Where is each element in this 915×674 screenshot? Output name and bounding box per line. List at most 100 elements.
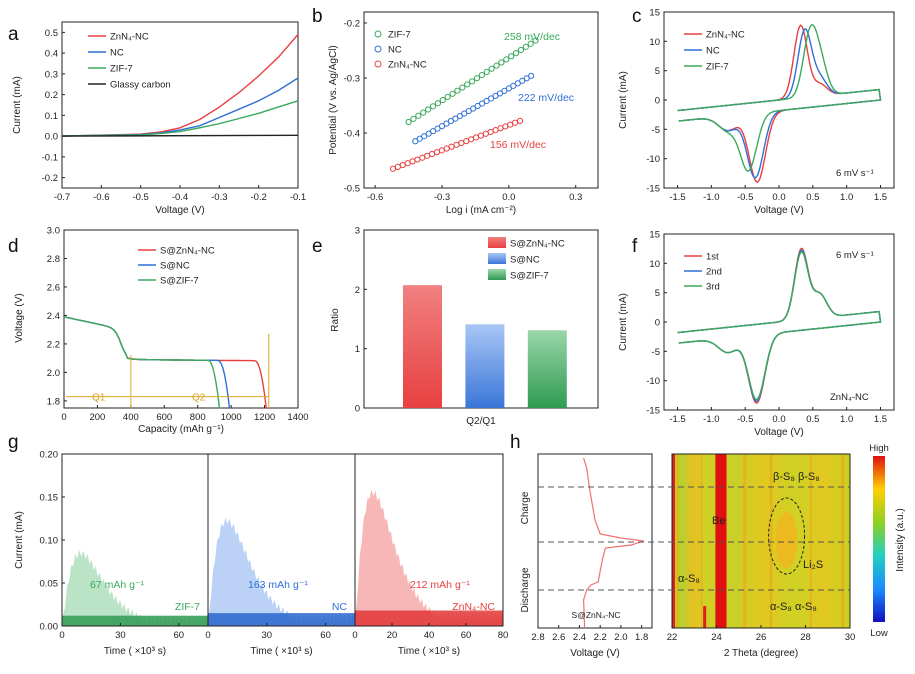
y-tick-label: 3.0 [47, 226, 60, 237]
x-tick-label: 60 [461, 630, 472, 641]
point-NC [412, 138, 419, 145]
x-tick-label: 26 [756, 632, 767, 643]
y-tick-label: -0.4 [344, 129, 360, 140]
stripe-1 [700, 454, 703, 628]
series-Glassy carbon [61, 134, 299, 137]
stripe-3 [769, 454, 773, 628]
legend-label-1: NC [706, 46, 720, 57]
x-axis-label: Capacity (mAh g⁻¹) [138, 424, 224, 435]
cv-ZIF-7 [677, 24, 882, 172]
x-tick-label: 0 [205, 630, 210, 641]
x-tick-label: 0.5 [806, 192, 819, 203]
legend-label-1: S@NC [160, 261, 190, 272]
bar-S@ZIF-7 [527, 330, 567, 408]
y-tick-label: 5 [655, 288, 660, 299]
slope-annotation: 222 mV/dec [518, 92, 574, 104]
point-NC [483, 97, 490, 105]
x-tick-label: 2.8 [531, 632, 544, 643]
x-tick-label: -0.3 [211, 192, 227, 203]
legend-label: S@ZIF-7 [510, 271, 549, 282]
x-tick-label: 30 [262, 630, 273, 641]
point-ZIF-7 [473, 75, 481, 82]
x-tick-label: 0 [352, 630, 357, 641]
x-tick-label: -0.6 [367, 192, 383, 203]
y-tick-label: 0.00 [40, 622, 59, 633]
point-NC [447, 118, 455, 125]
legend-label: S@NC [510, 255, 540, 266]
base-ZnN4-NC [355, 610, 503, 626]
point-NC [523, 75, 530, 82]
y-tick-label: 1.8 [47, 396, 60, 407]
q1-label: Q1 [92, 393, 106, 404]
y-axis-label: Current (mA) [618, 293, 629, 351]
envelope-ZIF-7 [62, 550, 208, 626]
panel-a-frame [61, 21, 299, 189]
point-NC [456, 112, 463, 120]
alpha-peak [703, 606, 707, 628]
point-ZIF-7 [415, 112, 422, 119]
point-ZIF-7 [405, 118, 412, 126]
li2s-label: Li₂S [803, 559, 823, 571]
y-axis-label: Voltage (V) [14, 293, 25, 342]
stripe-4 [809, 454, 812, 628]
point-ZnN4-NC [516, 117, 524, 125]
point-ZIF-7 [410, 115, 417, 122]
x-tick-label: 20 [387, 630, 398, 641]
y-tick-label: 10 [649, 259, 660, 270]
y-tick-label: 0.20 [40, 450, 59, 461]
y-tick-label: 0.5 [45, 28, 58, 39]
point-ZIF-7 [468, 78, 476, 85]
stripe-0 [676, 454, 679, 628]
y-tick-label: 3 [355, 226, 360, 237]
point-ZIF-7 [483, 68, 490, 76]
panel-letter: e [312, 236, 323, 257]
x-tick-label: 2.6 [552, 632, 565, 643]
legend-swatch [488, 237, 506, 248]
legend-label-1: NC [110, 48, 124, 59]
x-tick-label: 0 [59, 630, 64, 641]
legend-label-0: S@ZnN₄-NC [160, 246, 215, 257]
y-tick-label: 5 [655, 66, 660, 77]
legend-label-2: ZIF-7 [706, 62, 729, 73]
legend-label-2: 3rd [706, 282, 720, 293]
point-NC [479, 100, 486, 107]
be-band [715, 454, 727, 628]
sample-label: ZnN₄-NC [830, 392, 869, 403]
panel-b: -0.6 -0.3 0.0 0.3 -0.5 -0.4 -0.3 -0.2 Potential … [328, 11, 599, 216]
point-NC [438, 123, 446, 130]
point-NC [416, 135, 423, 142]
x-tick-label: -0.1 [290, 192, 306, 203]
legend-label-1: 2nd [706, 267, 722, 278]
sample-label: S@ZnN₄-NC [572, 610, 621, 620]
x-tick-label: -0.4 [172, 192, 188, 203]
x-axis-label: Log i (mA cm⁻²) [446, 205, 516, 216]
x-tick-label: -0.6 [93, 192, 109, 203]
x-tick-label: -1.5 [669, 192, 685, 203]
legend-label-2: S@ZIF-7 [160, 276, 199, 287]
x-tick-label: 1.5 [874, 192, 887, 203]
x-tick-label: 22 [667, 632, 678, 643]
y-tick-label: -10 [646, 154, 660, 165]
x-tick-label: 2.2 [594, 632, 607, 643]
x-axis-label: Time ( ×10³ s) [398, 646, 460, 657]
envelope-NC [208, 517, 355, 626]
y-tick-label: 0.3 [45, 69, 58, 80]
x-tick-label: 0 [61, 412, 66, 423]
point-NC [519, 77, 526, 84]
x-axis-label: Voltage (V) [155, 205, 204, 216]
point-ZIF-7 [459, 84, 466, 91]
x-tick-label: 1400 [287, 412, 308, 423]
x-tick-label: 40 [424, 630, 435, 641]
point-NC [510, 82, 517, 89]
x-tick-label: -1.0 [703, 192, 719, 203]
panel-letter: h [510, 432, 521, 453]
x-tick-label: 30 [115, 630, 126, 641]
legend-label: ZnN₄-NC [388, 60, 427, 71]
x-tick-label: 800 [190, 412, 206, 423]
point-NC [470, 105, 477, 112]
point-ZIF-7 [454, 87, 461, 94]
y-tick-label: 0 [655, 318, 660, 329]
alpha-s8-pair-label: α-S₈ α-S₈ [770, 601, 817, 613]
point-ZIF-7 [429, 103, 437, 110]
point-ZIF-7 [420, 109, 427, 116]
